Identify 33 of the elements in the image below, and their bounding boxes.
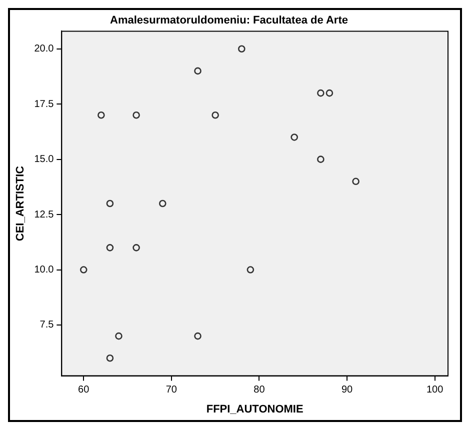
chart-title: Amalesurmatoruldomeniu: Facultatea de Arte <box>110 14 348 27</box>
point <box>106 200 114 208</box>
point <box>290 134 298 141</box>
point <box>212 111 219 119</box>
point <box>326 89 334 97</box>
point <box>317 89 324 97</box>
point <box>80 266 88 274</box>
point <box>132 244 140 252</box>
x-tick-label: 90 <box>341 384 354 396</box>
point <box>352 178 360 186</box>
x-axis-title: FFPI_AUTONOMIE <box>206 403 304 416</box>
y-tick-label: 7.5 <box>40 320 54 331</box>
y-tick-label: 12.5 <box>34 209 54 220</box>
y-axis-title: CEI_ARTISTIC <box>14 166 27 242</box>
x-tick-label: 60 <box>78 384 90 396</box>
y-tick-label: 15.0 <box>34 154 54 166</box>
x-tick-label: 100 <box>426 384 444 396</box>
point <box>98 111 105 119</box>
point <box>317 156 324 163</box>
point <box>194 67 202 75</box>
y-tick-label: 17.5 <box>34 98 54 110</box>
point <box>246 266 254 274</box>
x-tick-label: 70 <box>166 384 178 396</box>
point <box>238 45 246 53</box>
y-tick-label: 10.0 <box>34 264 54 276</box>
point <box>132 111 140 119</box>
y-tick-label: 20.0 <box>34 44 54 55</box>
point <box>106 244 114 252</box>
x-tick-label: 80 <box>254 384 266 396</box>
point <box>115 332 122 340</box>
point <box>158 200 166 208</box>
point <box>106 354 114 362</box>
point <box>194 332 202 340</box>
